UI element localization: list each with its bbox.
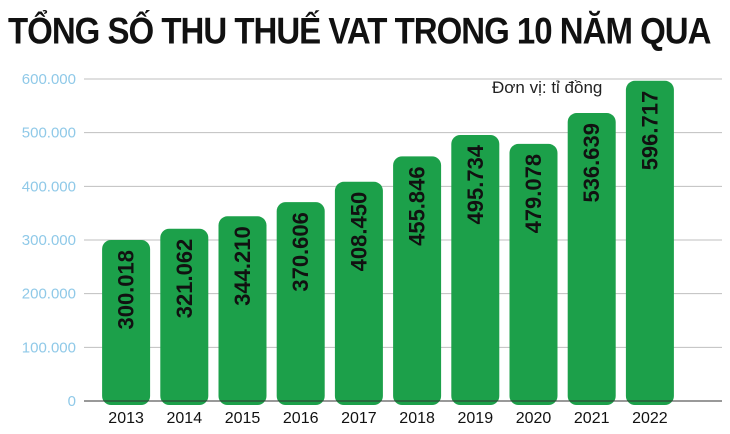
x-tick-label: 2016 bbox=[283, 410, 319, 427]
bar-2020 bbox=[509, 143, 558, 405]
chart-title: TỔNG SỐ THU THUẾ VAT TRONG 10 NĂM QUA bbox=[8, 10, 711, 52]
y-tick-label: 300.000 bbox=[22, 232, 76, 249]
x-tick-label: 2020 bbox=[516, 410, 552, 427]
y-tick-label: 400.000 bbox=[22, 178, 76, 195]
bar-2019 bbox=[451, 134, 500, 405]
x-tick-label: 2022 bbox=[632, 410, 668, 427]
y-tick-label: 600.000 bbox=[22, 71, 76, 88]
value-label: 455.846 bbox=[405, 166, 430, 246]
x-tick-label: 2021 bbox=[574, 410, 610, 427]
value-label: 479.078 bbox=[521, 154, 546, 234]
x-tick-label: 2017 bbox=[341, 410, 377, 427]
value-label: 408.450 bbox=[346, 192, 371, 272]
bar-2015 bbox=[218, 216, 267, 405]
value-label: 344.210 bbox=[230, 226, 255, 306]
bar-2013 bbox=[102, 239, 151, 405]
y-tick-label: 0 bbox=[68, 393, 76, 410]
x-tick-label: 2015 bbox=[225, 410, 261, 427]
value-label: 495.734 bbox=[463, 144, 488, 224]
x-tick-label: 2018 bbox=[399, 410, 435, 427]
unit-note: Đơn vị: tỉ đồng bbox=[492, 78, 603, 97]
bar-2014 bbox=[160, 228, 209, 405]
value-label: 321.062 bbox=[172, 239, 197, 319]
y-tick-label: 200.000 bbox=[22, 286, 76, 303]
bar-2017 bbox=[334, 181, 383, 405]
x-tick-label: 2019 bbox=[458, 410, 494, 427]
y-tick-label: 500.000 bbox=[22, 125, 76, 142]
x-axis: 2013 2014 2015 2016 2017 2018 2019 2020 2021 2022 bbox=[84, 400, 722, 427]
x-tick-label: 2014 bbox=[167, 410, 203, 427]
bar-2018 bbox=[393, 156, 442, 405]
value-label: 536.639 bbox=[579, 123, 604, 203]
y-tick-label: 100.000 bbox=[22, 339, 76, 356]
bar-2016 bbox=[276, 202, 325, 405]
value-label: 370.606 bbox=[288, 212, 313, 292]
value-label: 300.018 bbox=[114, 250, 139, 330]
bar-2022 bbox=[625, 80, 674, 406]
y-axis: 0 100.000 200.000 300.000 400.000 500.000 600.… bbox=[22, 71, 76, 410]
x-tick-label: 2013 bbox=[108, 410, 144, 427]
bars bbox=[102, 80, 674, 406]
bar-2021 bbox=[567, 113, 616, 406]
value-label: 596.717 bbox=[637, 91, 662, 171]
value-labels: 300.018 321.062 344.210 370.606 408.450 455.8… bbox=[114, 91, 663, 330]
